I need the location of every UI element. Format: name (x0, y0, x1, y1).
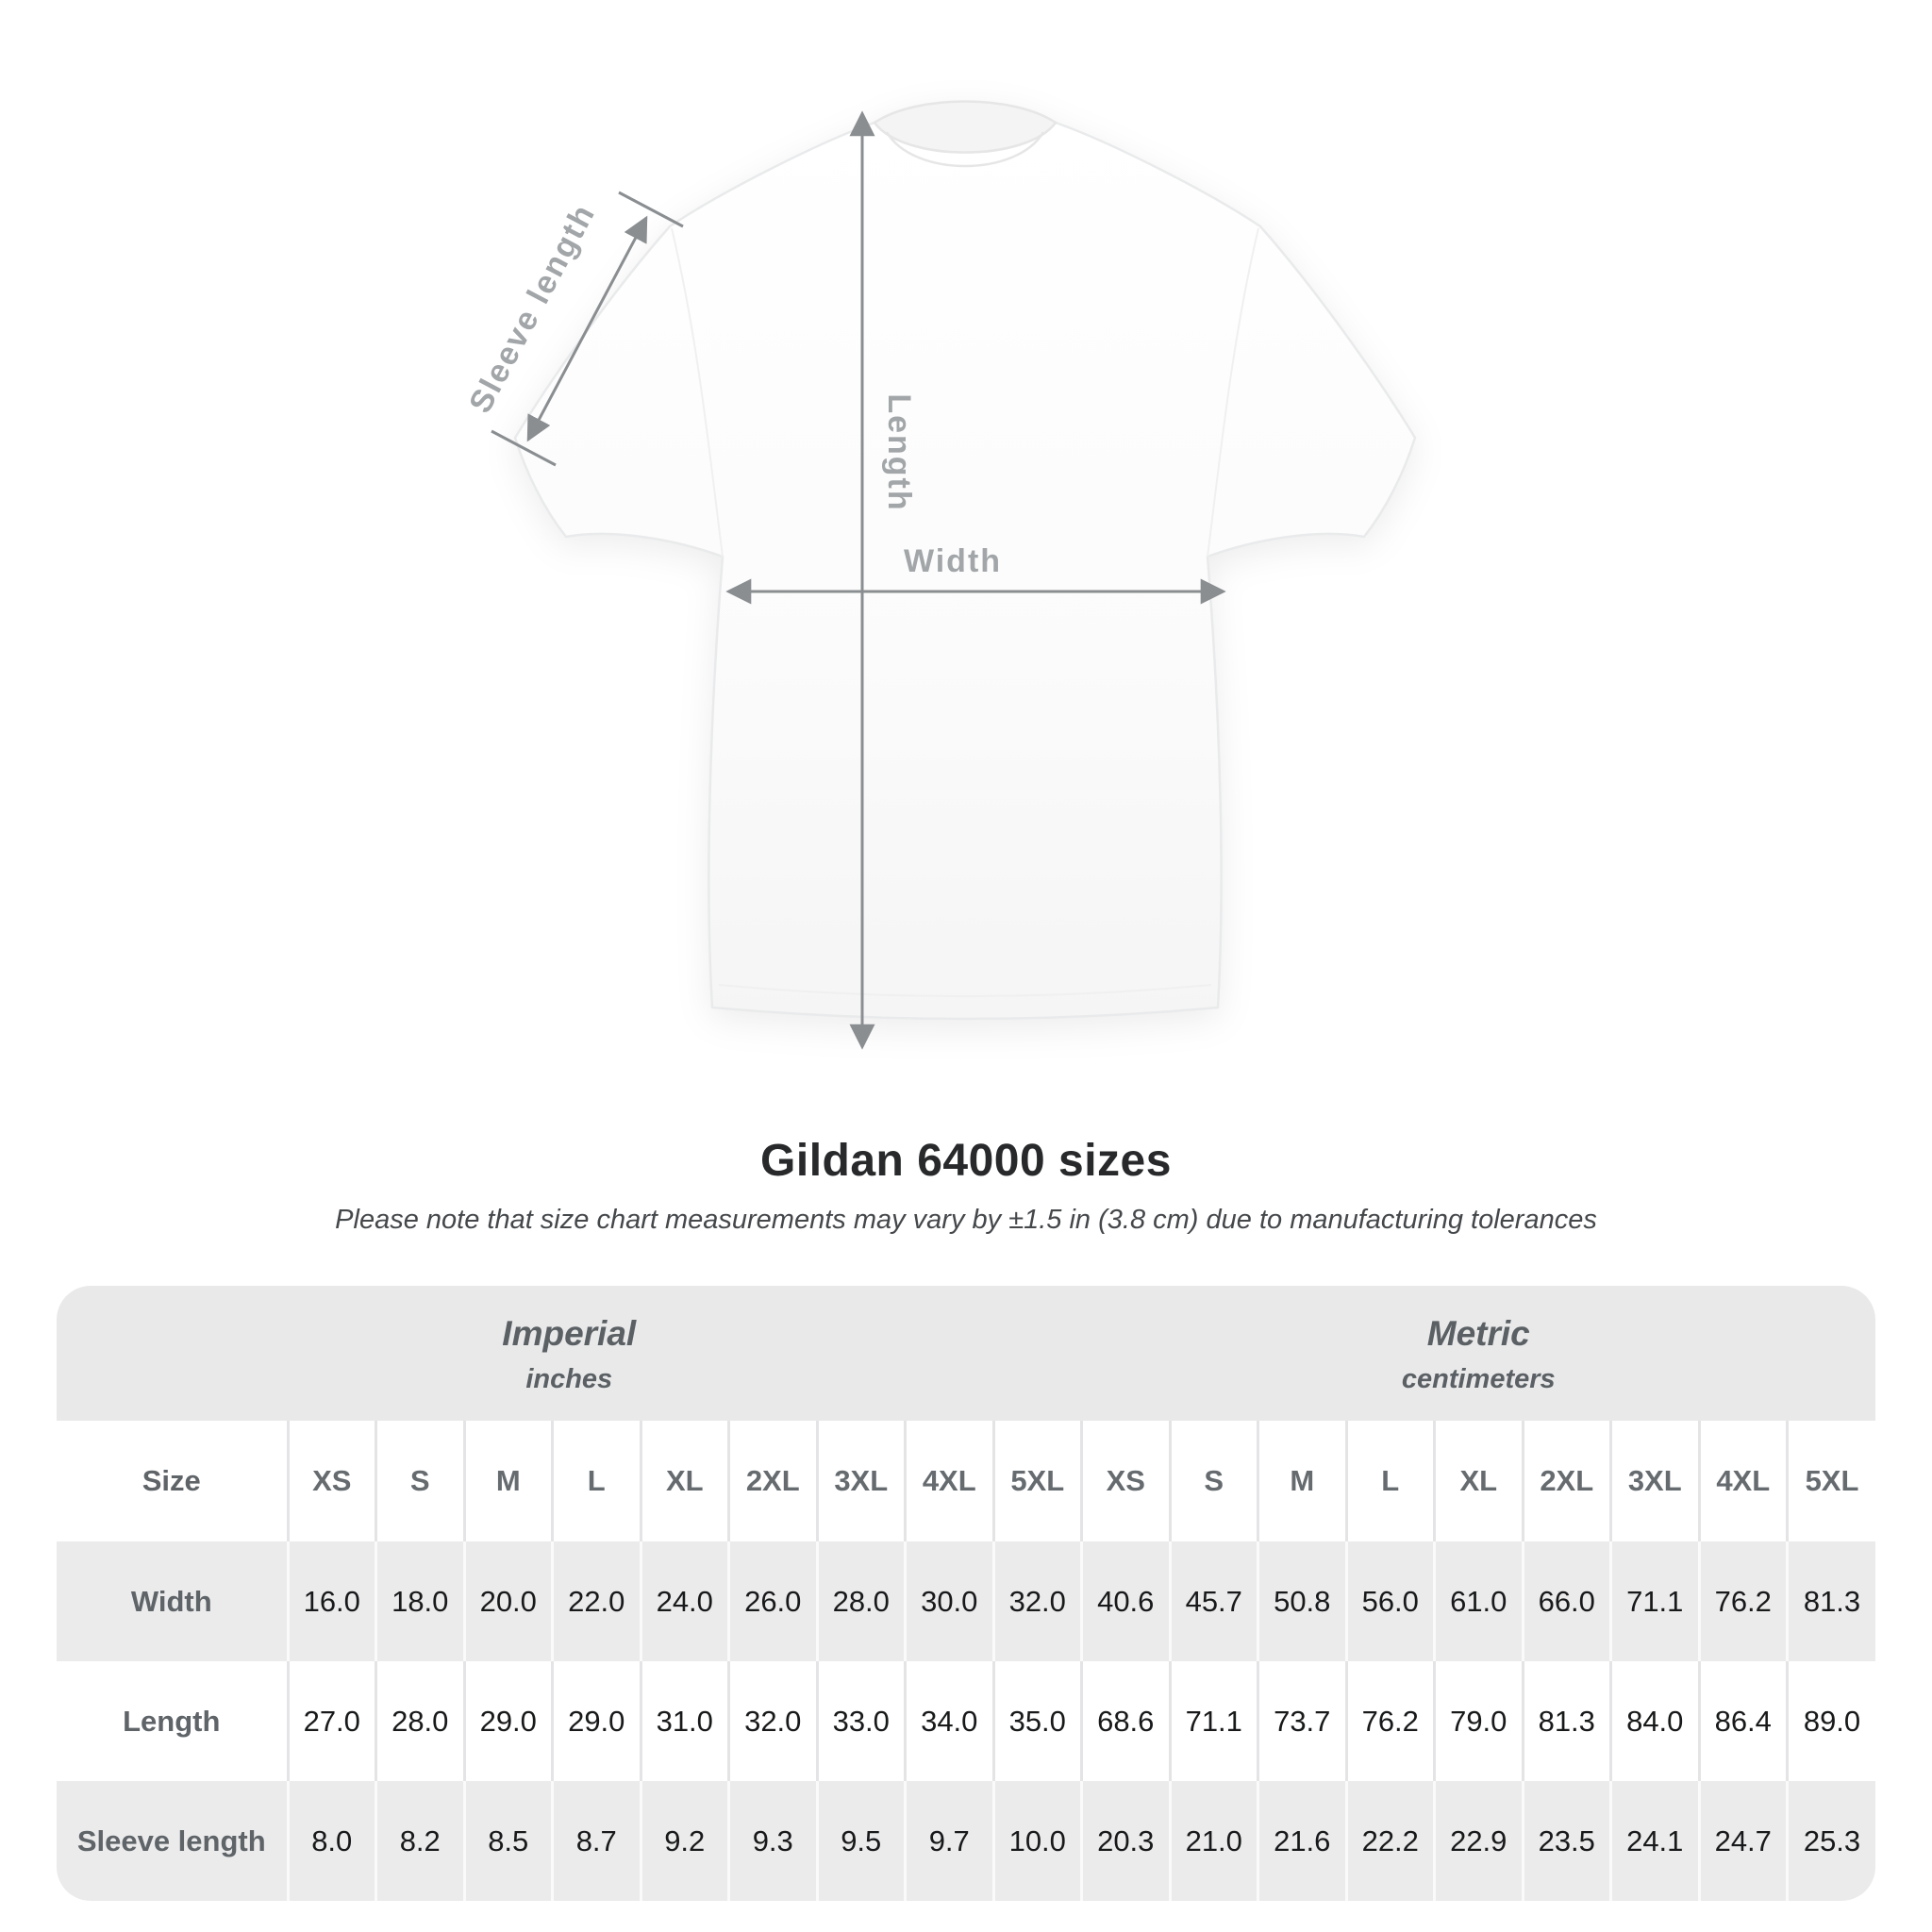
measurement-row: Width 16.0 18.0 20.0 22.0 24.0 26.0 28.0 30.0 32.… (57, 1541, 1875, 1661)
measurement-cell: 22.2 (1344, 1781, 1435, 1901)
measurement-cell: 8.7 (551, 1781, 641, 1901)
row-label: Width (130, 1584, 212, 1618)
size-column-header: XS (1080, 1421, 1170, 1541)
measurement-cell: 81.3 (1786, 1541, 1875, 1661)
measurement-cell: 89.0 (1786, 1661, 1875, 1781)
measurement-cell: 28.0 (375, 1661, 464, 1781)
measurement-cell: 9.7 (904, 1781, 993, 1901)
measurement-cell: 84.0 (1609, 1661, 1699, 1781)
measurement-cell: 8.5 (462, 1781, 553, 1901)
tshirt-diagram: Sleeve length Length Width (462, 100, 1417, 1050)
measurement-cell: 71.1 (1609, 1541, 1699, 1661)
measurement-cell: 25.3 (1786, 1781, 1875, 1901)
measurement-cell: 9.5 (815, 1781, 906, 1901)
measurement-cell: 35.0 (991, 1661, 1082, 1781)
size-header-row: Size XS S M L XL 2XL 3XL 4XL 5XL XS S M L XL 2XL 3XL 4XL… (57, 1421, 1875, 1541)
measurement-cell: 32.0 (991, 1541, 1082, 1661)
row-label: Sleeve length (76, 1824, 266, 1857)
size-column-header: M (1257, 1421, 1346, 1541)
measurement-cell: 32.0 (727, 1661, 817, 1781)
measurement-cell: 34.0 (904, 1661, 993, 1781)
measurement-cell: 66.0 (1521, 1541, 1611, 1661)
row-label: Length (123, 1704, 221, 1738)
measurement-cell: 40.6 (1080, 1541, 1170, 1661)
measurement-cell: 81.3 (1521, 1661, 1611, 1781)
measurement-cell: 27.0 (286, 1661, 376, 1781)
imperial-heading: Imperial (502, 1314, 637, 1353)
measurement-cell: 9.2 (639, 1781, 729, 1901)
measurement-cell: 22.9 (1433, 1781, 1523, 1901)
measurement-cell: 28.0 (815, 1541, 906, 1661)
size-corner-cell: Size (142, 1464, 201, 1497)
measurement-cell: 10.0 (991, 1781, 1082, 1901)
size-column-header: L (551, 1421, 641, 1541)
measurement-row: Sleeve length 8.0 8.2 8.5 8.7 9.2 9.3 9.5 9.7 10.… (57, 1781, 1875, 1901)
measurement-cell: 50.8 (1257, 1541, 1346, 1661)
metric-heading: Metric (1426, 1314, 1530, 1353)
measurement-cell: 24.1 (1609, 1781, 1699, 1901)
sleeve-length-dimension: Sleeve length (462, 191, 684, 467)
measurement-cell: 79.0 (1433, 1661, 1523, 1781)
measurement-cell: 8.0 (286, 1781, 376, 1901)
size-column-header: 2XL (1521, 1421, 1611, 1541)
measurement-cell: 20.3 (1080, 1781, 1170, 1901)
unit-header-row: Imperial inches Metric centimeters (57, 1286, 1875, 1421)
collar (873, 100, 1058, 154)
measurement-cell: 45.7 (1168, 1541, 1258, 1661)
measurement-cell: 18.0 (375, 1541, 464, 1661)
measurement-cell: 61.0 (1433, 1541, 1523, 1661)
size-column-header: 2XL (727, 1421, 817, 1541)
measurement-cell: 21.0 (1168, 1781, 1258, 1901)
unit-group-metric: Metric centimeters (1081, 1286, 1875, 1421)
width-dimension: Width (725, 543, 1226, 605)
imperial-unit: inches (525, 1364, 613, 1394)
measurement-cell: 29.0 (462, 1661, 553, 1781)
size-column-header: 5XL (991, 1421, 1082, 1541)
size-column-header: XS (286, 1421, 376, 1541)
measurement-cell: 33.0 (815, 1661, 906, 1781)
size-column-header: S (375, 1421, 464, 1541)
size-column-header: 4XL (904, 1421, 993, 1541)
measurement-row: Length 27.0 28.0 29.0 29.0 31.0 32.0 33.0 34.0 35… (57, 1661, 1875, 1781)
tshirt-illustration (513, 100, 1417, 1021)
size-column-header: 4XL (1697, 1421, 1788, 1541)
size-column-header: L (1344, 1421, 1435, 1541)
size-column-header: S (1168, 1421, 1258, 1541)
measurement-cell: 23.5 (1521, 1781, 1611, 1901)
measurement-cell: 30.0 (904, 1541, 993, 1661)
page-title: Gildan 64000 sizes (760, 1136, 1172, 1186)
size-column-header: M (462, 1421, 553, 1541)
width-label: Width (904, 543, 1002, 579)
measurement-cell: 31.0 (639, 1661, 729, 1781)
tolerance-note: Please note that size chart measurements… (335, 1205, 1597, 1235)
length-dimension: Length (849, 110, 917, 1050)
measurement-cell: 56.0 (1344, 1541, 1435, 1661)
measurement-cell: 24.7 (1697, 1781, 1788, 1901)
metric-unit: centimeters (1401, 1364, 1556, 1394)
measurement-cell: 76.2 (1344, 1661, 1435, 1781)
measurement-cell: 76.2 (1697, 1541, 1788, 1661)
size-column-header: 5XL (1786, 1421, 1875, 1541)
length-label: Length (881, 393, 917, 511)
measurement-cell: 16.0 (286, 1541, 376, 1661)
measurement-cell: 26.0 (727, 1541, 817, 1661)
size-column-header: XL (639, 1421, 729, 1541)
measurement-cell: 71.1 (1168, 1661, 1258, 1781)
measurement-cell: 8.2 (375, 1781, 464, 1901)
measurement-cell: 9.3 (727, 1781, 817, 1901)
measurement-cell: 24.0 (639, 1541, 729, 1661)
measurement-cell: 68.6 (1080, 1661, 1170, 1781)
measurement-cell: 86.4 (1697, 1661, 1788, 1781)
measurement-cell: 21.6 (1257, 1781, 1346, 1901)
size-column-header: 3XL (1609, 1421, 1699, 1541)
size-table: Imperial inches Metric centimeters Size … (57, 1286, 1875, 1901)
measurement-cell: 29.0 (551, 1661, 641, 1781)
measurement-cell: 20.0 (462, 1541, 553, 1661)
measurement-cell: 22.0 (551, 1541, 641, 1661)
size-column-header: 3XL (815, 1421, 906, 1541)
sleeve-length-label: Sleeve length (462, 198, 603, 419)
size-column-header: XL (1433, 1421, 1523, 1541)
measurement-cell: 73.7 (1257, 1661, 1346, 1781)
unit-group-imperial: Imperial inches (57, 1286, 1082, 1421)
